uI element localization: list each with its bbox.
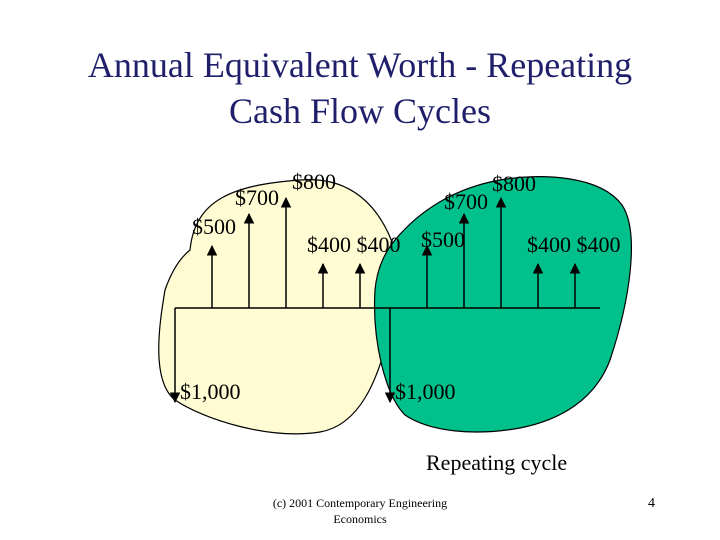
c2-year1-label: $500 (421, 227, 465, 252)
c1-outflow-label: $1,000 (180, 379, 241, 404)
c1-year1-label: $500 (192, 214, 236, 239)
page-number: 4 (648, 496, 655, 511)
footer-line-2: Economics (333, 512, 387, 526)
footer-copyright: (c) 2001 Contemporary Engineering Econom… (250, 495, 470, 527)
title-line-1: Annual Equivalent Worth - Repeating (87, 45, 633, 85)
c2-year3-label: $800 (492, 171, 536, 196)
repeating-cycle-caption: Repeating cycle (426, 450, 568, 475)
cycle-2-region (373, 176, 632, 433)
c1-year45-label: $400 $400 (307, 232, 401, 257)
cycle-1-region (158, 179, 400, 435)
slide-title: Annual Equivalent Worth - Repeating Cash… (40, 42, 680, 134)
c2-year2-label: $700 (444, 189, 488, 214)
title-line-2: Cash Flow Cycles (228, 91, 491, 131)
c2-year45-label: $400 $400 (527, 232, 621, 257)
footer-line-1: (c) 2001 Contemporary Engineering (272, 496, 448, 510)
c1-year3-label: $800 (292, 169, 336, 194)
c2-outflow-label: $1,000 (395, 379, 456, 404)
c1-year2-label: $700 (235, 185, 279, 210)
